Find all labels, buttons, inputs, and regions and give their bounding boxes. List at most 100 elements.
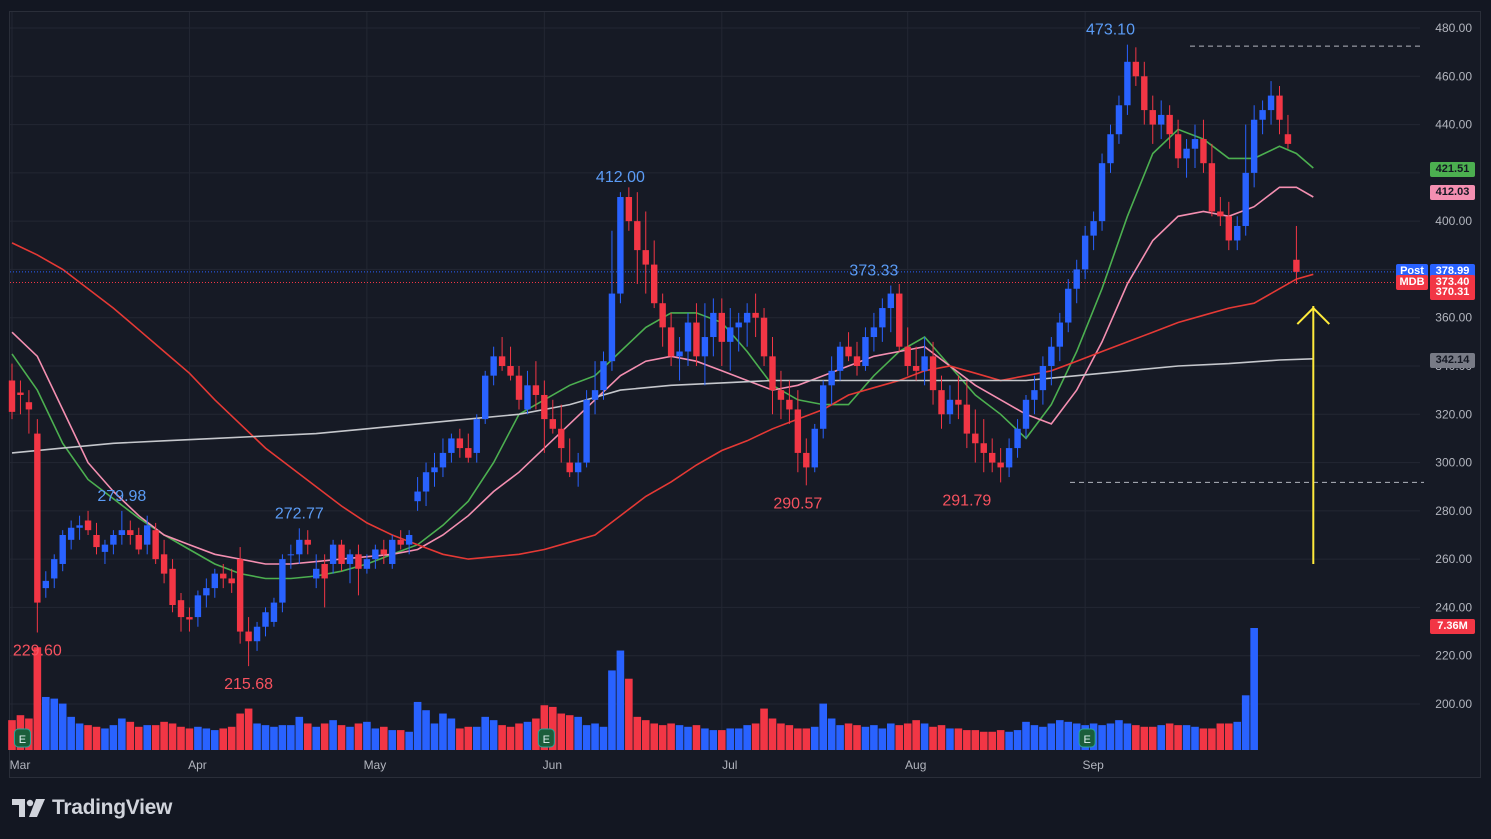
- volume-bar: [557, 713, 566, 750]
- candle-body: [1284, 134, 1292, 144]
- volume-bar: [42, 696, 50, 750]
- candle-body: [346, 554, 354, 564]
- volume-bar: [84, 725, 92, 750]
- price-chart[interactable]: 473.10 412.00 373.33 279.98 272.77 229.60 215.…: [0, 0, 1491, 779]
- price-tag: 7.36M: [1430, 619, 1475, 635]
- dashed-levels: [10, 45, 1424, 483]
- volume-bar: [718, 730, 726, 750]
- candle-body: [127, 530, 134, 535]
- candle-body: [439, 452, 447, 468]
- volume-bar: [430, 723, 439, 750]
- candle-body: [566, 462, 573, 473]
- candle-body: [355, 554, 362, 569]
- candle-body: [431, 467, 438, 473]
- candle-body: [1056, 322, 1063, 347]
- y-tick-label: 460.00: [1435, 69, 1472, 83]
- volume-bar: [405, 731, 413, 750]
- price-annotation: 215.68: [224, 676, 273, 693]
- volume-bar: [506, 726, 515, 750]
- volume-bar: [540, 705, 549, 750]
- candle-body: [321, 563, 328, 579]
- arrow-head: [1296, 306, 1331, 325]
- candle-body: [972, 433, 979, 444]
- candle-body: [532, 385, 540, 395]
- brand-name: TradingView: [52, 796, 173, 819]
- tradingview-logo-icon: [12, 799, 45, 817]
- volume-bar: [844, 723, 853, 750]
- volume-bar: [1140, 726, 1149, 750]
- volume-bar: [709, 730, 718, 750]
- price-tag: 412.03: [1430, 184, 1475, 200]
- candle-body: [34, 433, 41, 603]
- volume-bar: [1047, 723, 1056, 750]
- x-tick-label: May: [364, 758, 387, 772]
- candle-body: [211, 573, 218, 589]
- y-tick-label: 240.00: [1435, 600, 1472, 614]
- sma-line-4: [11, 358, 1314, 454]
- candle-body: [498, 356, 506, 366]
- volume-bar: [523, 721, 532, 750]
- candle-body: [101, 544, 109, 552]
- candle-body: [1217, 211, 1224, 217]
- volume-bar: [1030, 725, 1039, 750]
- volume-bar: [667, 723, 675, 750]
- candle-body: [17, 392, 24, 395]
- volume-bar: [1022, 721, 1030, 750]
- volume-bar: [895, 725, 904, 750]
- price-annotation: 279.98: [97, 488, 146, 505]
- candle-body: [110, 535, 117, 545]
- y-tick-label: 260.00: [1435, 552, 1472, 566]
- candle-body: [820, 385, 827, 429]
- volume-bar: [861, 726, 870, 750]
- volume-bar: [946, 728, 954, 750]
- volume-bar: [1072, 723, 1081, 750]
- volume-bar: [481, 716, 489, 750]
- candle-body: [473, 419, 480, 453]
- volume-bar: [684, 726, 692, 750]
- candle-body: [701, 337, 709, 357]
- volume-bar: [58, 703, 67, 750]
- candle-body: [76, 525, 83, 528]
- side-label: MDB: [1396, 274, 1428, 290]
- volume-bar: [320, 723, 329, 750]
- volume-bar: [1225, 723, 1233, 750]
- volume-bar: [912, 720, 920, 750]
- candle-body: [1039, 366, 1047, 391]
- candle-body: [515, 375, 523, 400]
- volume-bar: [633, 716, 642, 750]
- candle-body: [1149, 110, 1156, 125]
- candle-body: [1166, 114, 1173, 135]
- volume-bar: [937, 725, 946, 750]
- candle-body: [1191, 139, 1199, 149]
- candle-body: [651, 264, 658, 304]
- candle-body: [296, 539, 303, 555]
- candle-body: [811, 428, 818, 468]
- candle-body: [245, 631, 252, 642]
- candle-body: [710, 312, 717, 338]
- candle-body: [921, 356, 928, 371]
- volume-bar: [160, 721, 168, 750]
- candle-body: [313, 568, 320, 579]
- volume-bar: [979, 731, 988, 750]
- candle-body: [1014, 428, 1021, 449]
- candle-body: [465, 448, 472, 458]
- volume-bar: [692, 725, 701, 750]
- candle-body: [220, 573, 227, 579]
- candle-body: [372, 549, 379, 560]
- candle-body: [743, 312, 751, 323]
- volume-bar: [726, 728, 735, 750]
- candle-body: [1267, 95, 1275, 111]
- candle-body: [870, 327, 878, 338]
- candle-body: [1073, 269, 1080, 289]
- volume-bar: [582, 725, 591, 750]
- volume-bar: [168, 723, 177, 750]
- candle-body: [642, 250, 649, 265]
- tradingview-brand[interactable]: TradingView: [12, 796, 172, 820]
- volume-bar: [295, 716, 304, 750]
- candle-body: [1081, 235, 1089, 270]
- volume-bar: [75, 723, 84, 750]
- volume-bar: [8, 720, 16, 750]
- candle-body: [946, 399, 954, 415]
- candle-body: [338, 544, 345, 564]
- volume-bar: [253, 723, 261, 750]
